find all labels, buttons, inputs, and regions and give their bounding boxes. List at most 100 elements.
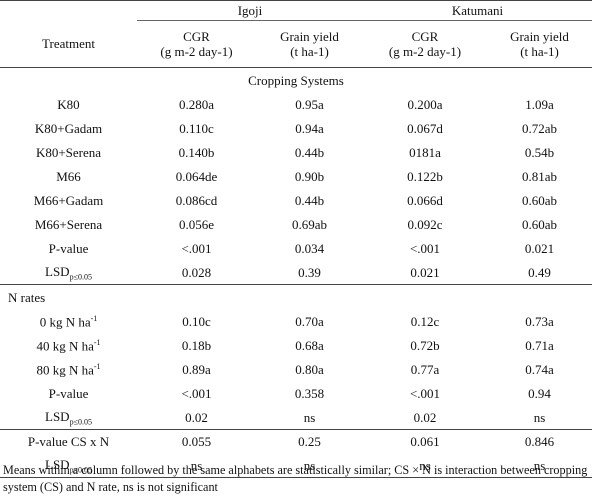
row-label: K80+Gadam [34, 121, 103, 136]
row-label: P-value CS x N [27, 434, 110, 449]
table-row: P-value <.001 0.034 <.001 0.021 [0, 237, 592, 261]
table-row: K80 0.280a 0.95a 0.200a 1.09a [0, 93, 592, 117]
row-label: 0 kg N ha-1 [39, 313, 98, 330]
table-cell: <.001 [409, 386, 441, 401]
table-footnote: Means within a column followed by the sa… [3, 463, 588, 494]
table-cell: <.001 [181, 241, 212, 256]
table-cell: 0.200a [407, 97, 443, 112]
table-cell: 0.94a [295, 121, 324, 136]
table-cell: ns [363, 454, 487, 478]
header-cgr-katumani: CGR (g m-2 day-1) [363, 20, 487, 68]
table-cell: 0.280a [178, 97, 215, 112]
header-cgr-igoji: CGR (g m-2 day-1) [137, 20, 256, 68]
table-row: K80+Serena 0.140b 0.44b 0181a 0.54b [0, 141, 592, 165]
header-yield-igoji: Grain yield (t ha-1) [256, 20, 363, 68]
table-row: 80 kg N ha-1 0.89a 0.80a 0.77a 0.74a [0, 358, 592, 382]
table-cell: 0.028 [137, 261, 256, 285]
table-row: M66 0.064de 0.90b 0.122b 0.81ab [0, 165, 592, 189]
table-cell: 0.94 [528, 386, 551, 401]
row-label: K80 [57, 97, 80, 112]
table-cell: 0.140b [178, 145, 215, 160]
table-cell: 0.60ab [521, 217, 558, 232]
table-cell: 0.71a [525, 338, 554, 353]
table-cell: 0.72ab [521, 121, 558, 136]
table-row: K80+Gadam 0.110c 0.94a 0.067d 0.72ab [0, 117, 592, 141]
table-cell: 0.10c [182, 314, 211, 329]
table-row: 40 kg N ha-1 0.18b 0.68a 0.72b 0.71a [0, 334, 592, 358]
table-row: 0 kg N ha-1 0.10c 0.70a 0.12c 0.73a [0, 310, 592, 334]
table-cell: 0.110c [179, 121, 214, 136]
table-cell: <.001 [181, 386, 212, 401]
table-cell: 0.066d [407, 193, 443, 208]
table-row: M66+Gadam 0.086cd 0.44b 0.066d 0.60ab [0, 189, 592, 213]
table-cell: 0.122b [407, 169, 443, 184]
table-cell: <.001 [409, 241, 441, 256]
table-cell: 0.69ab [291, 217, 328, 232]
section-cropping-systems: Cropping Systems [248, 72, 344, 88]
header-site-igoji: Igoji [137, 0, 363, 21]
table-cell: 0.90b [294, 169, 325, 184]
table-cell: 0.092c [407, 217, 443, 232]
table-cell: ns [256, 406, 363, 430]
row-label: K80+Serena [35, 145, 102, 160]
cropping-rows: K80 0.280a 0.95a 0.200a 1.09a K80+Gadam 0.110c… [0, 93, 592, 261]
table-cell: 0.067d [407, 121, 443, 136]
table-cell: ns [137, 454, 256, 478]
table-cell: 0.81ab [521, 169, 558, 184]
table-cell: 0.034 [294, 241, 325, 256]
header-site-katumani: Katumani [363, 0, 592, 21]
row-label: M66 [56, 169, 81, 184]
table-cell: 0.021 [363, 261, 487, 285]
table-cell: 0.02 [363, 406, 487, 430]
table-cell: ns [487, 406, 592, 430]
table-cell: 0.70a [295, 314, 324, 329]
table-cell: 0.44b [294, 145, 325, 160]
header-treatment: Treatment [0, 20, 137, 68]
header-blank [0, 0, 137, 21]
row-label: 40 kg N ha-1 [36, 337, 101, 354]
lsd-label: LSDp≤0.05 [0, 261, 137, 285]
table-cell: 0.73a [525, 314, 554, 329]
table-cell: 0.064de [175, 169, 218, 184]
table-cell: 0.055 [181, 434, 212, 449]
table-cell: 0.12c [410, 314, 440, 329]
table-cell: ns [487, 454, 592, 478]
lsd-label: LSDp≤0.05 [0, 454, 137, 478]
row-label: M66+Gadam [33, 193, 104, 208]
table-cell: 0.77a [410, 362, 440, 377]
table-cell: 1.09a [525, 97, 554, 112]
table-cell: 0181a [409, 145, 441, 160]
lsd-label: LSDp≤0.05 [0, 406, 137, 430]
table-cell: 0.95a [295, 97, 324, 112]
table-cell: 0.72b [410, 338, 440, 353]
table-cell: 0.846 [524, 434, 555, 449]
row-label: M66+Serena [34, 217, 103, 232]
table-cell: ns [256, 454, 363, 478]
table-cell: 0.056e [178, 217, 215, 232]
table-cell: 0.54b [524, 145, 555, 160]
table-cell: 0.358 [294, 386, 325, 401]
table-cell: 0.086cd [175, 193, 218, 208]
results-table: Igoji Katumani Treatment CGR (g m-2 day-1… [0, 0, 592, 478]
header-yield-katumani: Grain yield (t ha-1) [487, 20, 592, 68]
table-cell: 0.49 [487, 261, 592, 285]
section-n-rates: N rates [8, 289, 46, 305]
table-cell: 0.39 [256, 261, 363, 285]
table-cell: 0.021 [524, 241, 555, 256]
n-rate-rows: 0 kg N ha-1 0.10c 0.70a 0.12c 0.73a 40 kg N h… [0, 310, 592, 382]
row-label: P-value [48, 386, 89, 401]
table-cell: 0.02 [137, 406, 256, 430]
table-cell: 0.74a [525, 362, 554, 377]
table-cell: 0.061 [410, 434, 440, 449]
table-cell: 0.68a [295, 338, 324, 353]
row-label: 80 kg N ha-1 [36, 361, 101, 378]
table-cell: 0.80a [295, 362, 324, 377]
row-label: P-value [48, 241, 89, 256]
table-cell: 0.18b [181, 338, 212, 353]
table-cell: 0.89a [182, 362, 211, 377]
table-cell: 0.60ab [521, 193, 558, 208]
table-row: M66+Serena 0.056e 0.69ab 0.092c 0.60ab [0, 213, 592, 237]
table-cell: 0.25 [298, 434, 321, 449]
table-cell: 0.44b [294, 193, 325, 208]
